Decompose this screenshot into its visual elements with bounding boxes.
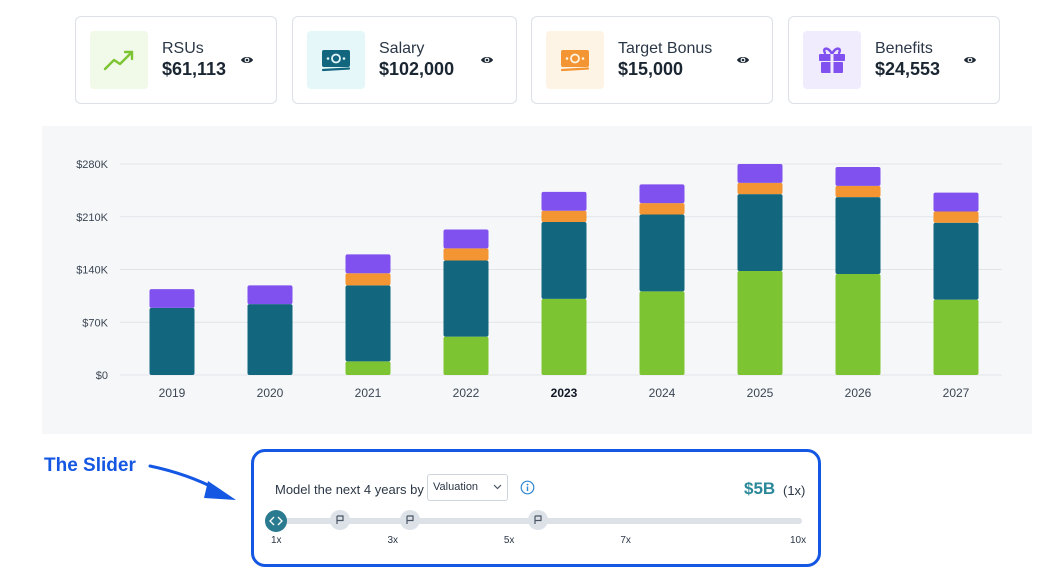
x-tick-label: 2022 <box>453 386 480 400</box>
salary-value: $102,000 <box>379 59 455 79</box>
bar-segment-target-bonus <box>443 248 489 261</box>
y-tick-label: $280K <box>76 159 108 171</box>
slider-tick-label: 7x <box>620 535 631 546</box>
bar-segment-benefits <box>639 184 685 204</box>
slider-marker[interactable] <box>330 510 351 530</box>
info-icon[interactable] <box>520 480 535 495</box>
bar-segment-benefits <box>149 289 195 308</box>
bar-segment-rsus <box>345 361 391 375</box>
bar-segment-salary <box>933 222 979 300</box>
benefits-tile <box>803 31 861 89</box>
eye-icon[interactable] <box>240 53 254 67</box>
rsus-value: $61,113 <box>162 59 227 79</box>
bar-segment-salary <box>443 260 489 337</box>
slider-annotation: The Slider <box>44 455 136 476</box>
benefits-label: Benefits <box>875 40 933 57</box>
valuation-multiplier: (1x) <box>783 483 806 498</box>
bar-segment-rsus <box>933 299 979 375</box>
model-select-value: Valuation <box>433 481 479 493</box>
bar-segment-benefits <box>443 229 489 249</box>
eye-icon[interactable] <box>736 53 750 67</box>
rsus-tile <box>90 31 148 89</box>
bar-segment-rsus <box>737 271 783 375</box>
bar-segment-salary <box>737 194 783 272</box>
x-tick-label: 2026 <box>845 386 872 400</box>
target-bonus-label: Target Bonus <box>618 40 713 57</box>
slider-box: Model the next 4 years by Valuation $5B … <box>251 449 821 567</box>
annotation-arrow <box>148 464 236 500</box>
salary-label: Salary <box>379 40 425 57</box>
rsus-card: RSUs $61,113 <box>75 16 277 104</box>
slider-marker[interactable] <box>399 510 420 530</box>
x-tick-label: 2025 <box>747 386 774 400</box>
bar-segment-benefits <box>737 164 783 183</box>
slider-tick-label: 3x <box>387 535 398 546</box>
salary-card: Salary $102,000 <box>292 16 517 104</box>
compensation-chart-panel: $0 $70K $140K $210K $280K 2019 2020 2021 2022 202… <box>42 126 1032 434</box>
bar-segment-benefits <box>345 254 391 274</box>
chevron-down-icon <box>493 484 502 490</box>
flag-icon <box>336 515 344 524</box>
eye-icon[interactable] <box>963 53 977 67</box>
x-tick-label: 2024 <box>649 386 676 400</box>
y-tick-label: $70K <box>82 317 108 329</box>
drag-handle-icon <box>269 516 283 526</box>
banknote-icon <box>560 50 590 72</box>
x-tick-label: 2020 <box>257 386 284 400</box>
slider-thumb[interactable] <box>265 510 287 532</box>
bar-segment-salary <box>247 304 293 375</box>
bar-segment-target-bonus <box>639 203 685 215</box>
bar-segment-salary <box>345 285 391 362</box>
flag-icon <box>406 515 414 524</box>
slider-marker[interactable] <box>528 510 548 530</box>
slider-tick-label: 5x <box>503 535 515 546</box>
bar-segment-rsus <box>443 336 489 375</box>
compensation-chart: $0 $70K $140K $210K $280K 2019 2020 2021 2022 202… <box>76 159 1002 400</box>
valuation-value: $5B <box>744 479 776 498</box>
bar-segment-salary <box>541 222 587 299</box>
target-bonus-value: $15,000 <box>618 59 684 79</box>
bar-segment-rsus <box>639 291 685 375</box>
trending-up-icon <box>103 50 134 71</box>
bar-segment-target-bonus <box>835 185 881 198</box>
rsus-label: RSUs <box>162 40 204 57</box>
bar-segment-salary <box>149 307 195 375</box>
bar-segment-target-bonus <box>737 182 783 195</box>
model-select[interactable]: Valuation <box>427 474 508 501</box>
bar-segment-target-bonus <box>541 210 587 223</box>
bar-segment-target-bonus <box>345 273 391 286</box>
gift-icon <box>819 47 845 73</box>
bar-segment-salary <box>639 214 685 292</box>
y-tick-label: $210K <box>76 212 108 224</box>
x-tick-label: 2027 <box>943 386 970 400</box>
bar-segment-benefits <box>247 285 293 305</box>
x-tick-label: 2019 <box>159 386 186 400</box>
y-tick-label: $140K <box>76 265 108 277</box>
bar-segment-salary <box>835 197 881 275</box>
bar-segment-benefits <box>835 167 881 186</box>
banknote-icon <box>321 50 351 72</box>
bar-segment-rsus <box>835 274 881 375</box>
target-bonus-tile <box>546 31 604 89</box>
target-bonus-card: Target Bonus $15,000 <box>531 16 773 104</box>
slider-tick-label: 10x <box>790 535 807 546</box>
bar-segment-benefits <box>933 192 979 212</box>
benefits-value: $24,553 <box>875 59 941 79</box>
slider-tick-label: 1x <box>271 535 282 546</box>
benefits-card: Benefits $24,553 <box>788 16 1000 104</box>
model-label: Model the next 4 years by <box>275 482 424 497</box>
x-tick-label: 2023 <box>551 386 578 400</box>
y-tick-label: $0 <box>96 370 108 382</box>
bar-segment-target-bonus <box>933 211 979 223</box>
salary-tile <box>307 31 365 89</box>
bar-segment-benefits <box>541 191 587 211</box>
x-tick-label: 2021 <box>355 386 382 400</box>
eye-icon[interactable] <box>480 53 494 67</box>
flag-icon <box>534 515 542 524</box>
bar-segment-rsus <box>541 298 587 375</box>
